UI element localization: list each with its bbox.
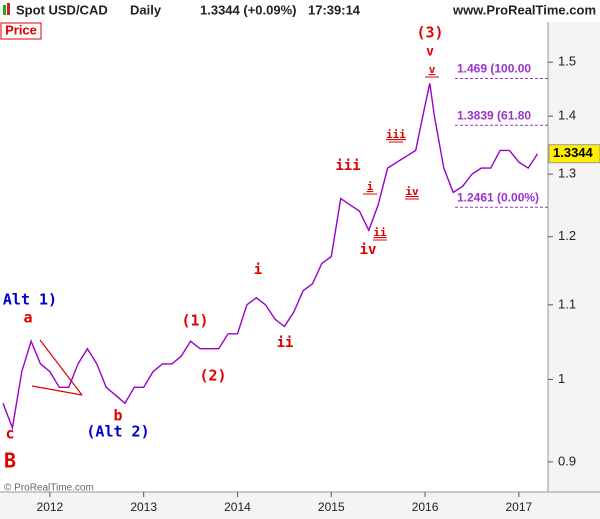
x-tick-label: 2012 bbox=[37, 500, 64, 514]
wave-label: (1) bbox=[181, 312, 208, 330]
wave-label: iii bbox=[335, 158, 360, 174]
x-axis-area bbox=[0, 492, 600, 519]
wave-label: b bbox=[113, 407, 122, 425]
wave-label: (3) bbox=[416, 24, 443, 42]
icon bbox=[7, 3, 10, 15]
x-tick-label: 2017 bbox=[506, 500, 533, 514]
y-tick-label: 1.5 bbox=[558, 54, 576, 69]
wave-label: Alt 1) bbox=[3, 291, 57, 309]
change: 1.3344 (+0.09%) bbox=[200, 2, 296, 17]
wave-label: a bbox=[23, 309, 32, 327]
wave-label: B bbox=[4, 449, 16, 473]
last-price-label: 1.3344 bbox=[553, 145, 594, 160]
y-tick-label: 1.1 bbox=[558, 296, 576, 311]
last-price-box bbox=[548, 144, 600, 164]
panel-tag bbox=[0, 22, 42, 40]
wave-label: iv bbox=[405, 185, 419, 198]
site: www.ProRealTime.com bbox=[452, 2, 596, 17]
panel-label: Price bbox=[5, 22, 37, 37]
x-tick-label: 2015 bbox=[318, 500, 345, 514]
fib-label: 1.3839 (61.80 bbox=[457, 108, 531, 122]
title: Spot USD/CAD bbox=[16, 2, 108, 17]
icon bbox=[3, 5, 6, 15]
y-tick-label: 1 bbox=[558, 371, 565, 386]
copyright: © ProRealTime.com bbox=[4, 483, 94, 494]
fib-label: 1.469 (100.00 bbox=[457, 62, 531, 76]
wave-label: ii bbox=[373, 226, 387, 239]
x-tick-label: 2016 bbox=[412, 500, 439, 514]
wave-label: iii bbox=[386, 128, 406, 141]
wave-label: (Alt 2) bbox=[86, 423, 149, 441]
y-tick-label: 0.9 bbox=[558, 453, 576, 468]
y-axis-area bbox=[548, 22, 600, 492]
triangle-line bbox=[39, 339, 83, 396]
time: 17:39:14 bbox=[308, 2, 361, 17]
y-tick-label: 1.3 bbox=[558, 166, 576, 181]
wave-label: v bbox=[429, 63, 436, 76]
y-tick-label: 1.2 bbox=[558, 228, 576, 243]
fib-label: 1.2461 (0.00%) bbox=[457, 190, 539, 204]
price-line bbox=[2, 83, 539, 431]
wave-label: i bbox=[254, 262, 262, 278]
wave-label: (2) bbox=[199, 367, 226, 385]
timeframe: Daily bbox=[130, 2, 162, 17]
wave-label: i bbox=[367, 180, 374, 193]
y-tick-label: 1.4 bbox=[558, 108, 576, 123]
wave-label: c bbox=[5, 425, 14, 443]
wave-label: ii bbox=[277, 335, 294, 351]
x-tick-label: 2013 bbox=[130, 500, 157, 514]
wave-label: iv bbox=[360, 242, 377, 258]
x-tick-label: 2014 bbox=[224, 500, 251, 514]
wave-label: v bbox=[426, 45, 434, 60]
triangle-line bbox=[31, 385, 83, 396]
triangle bbox=[31, 339, 83, 396]
